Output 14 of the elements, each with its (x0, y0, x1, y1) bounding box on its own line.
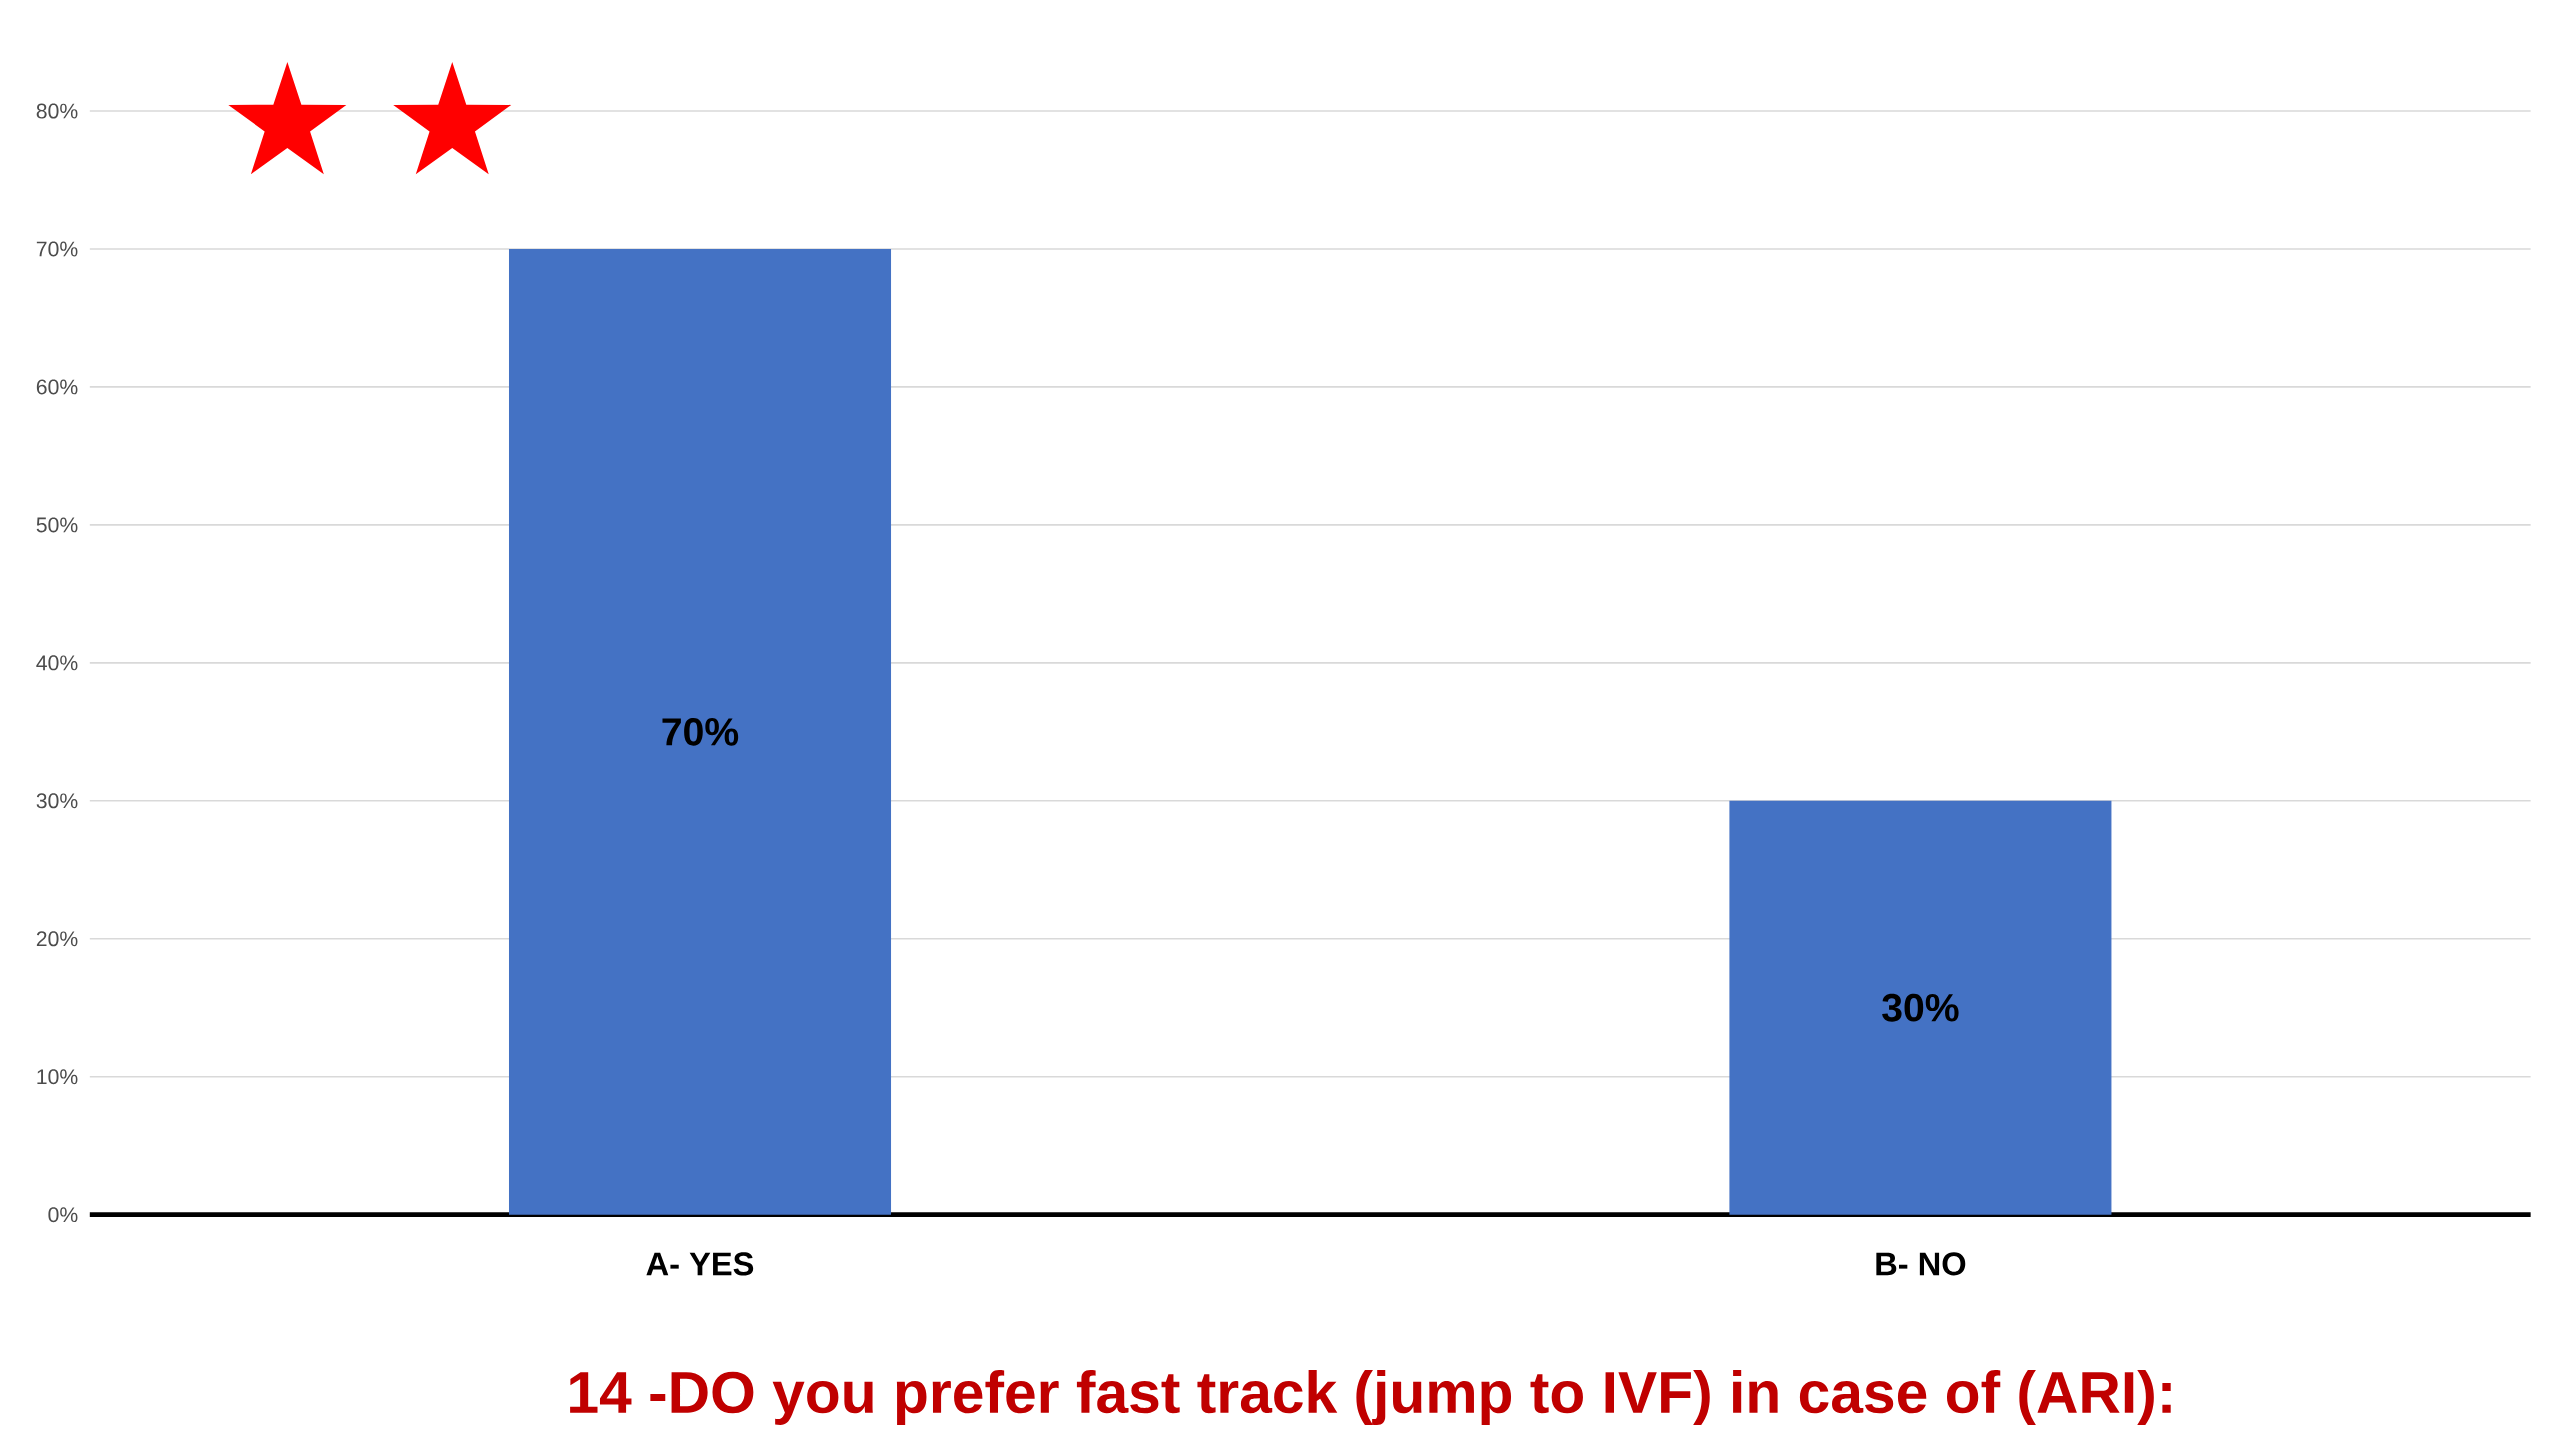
y-tick-label: 30% (36, 793, 78, 809)
x-tick-label: B- NO (1876, 1252, 1966, 1276)
y-tick-label: 50% (36, 517, 78, 533)
text: 14 -DO you prefer fast track (jump to IVF) in case of (ARI): (570, 1370, 2171, 1425)
y-tick-label: 60% (36, 379, 78, 395)
y-tick-label: 10% (37, 1069, 78, 1085)
y-tick-label: 80% (36, 103, 78, 119)
y-tick-label: 40% (36, 655, 78, 671)
x-tick-label: A- YES (646, 1252, 754, 1276)
y-tick-label: 70% (36, 241, 78, 257)
data-label: 30% (1882, 993, 1959, 1022)
y-tick-label: 20% (36, 931, 78, 947)
y-tick-label: 0% (48, 1207, 78, 1223)
data-label: 70% (662, 717, 739, 746)
